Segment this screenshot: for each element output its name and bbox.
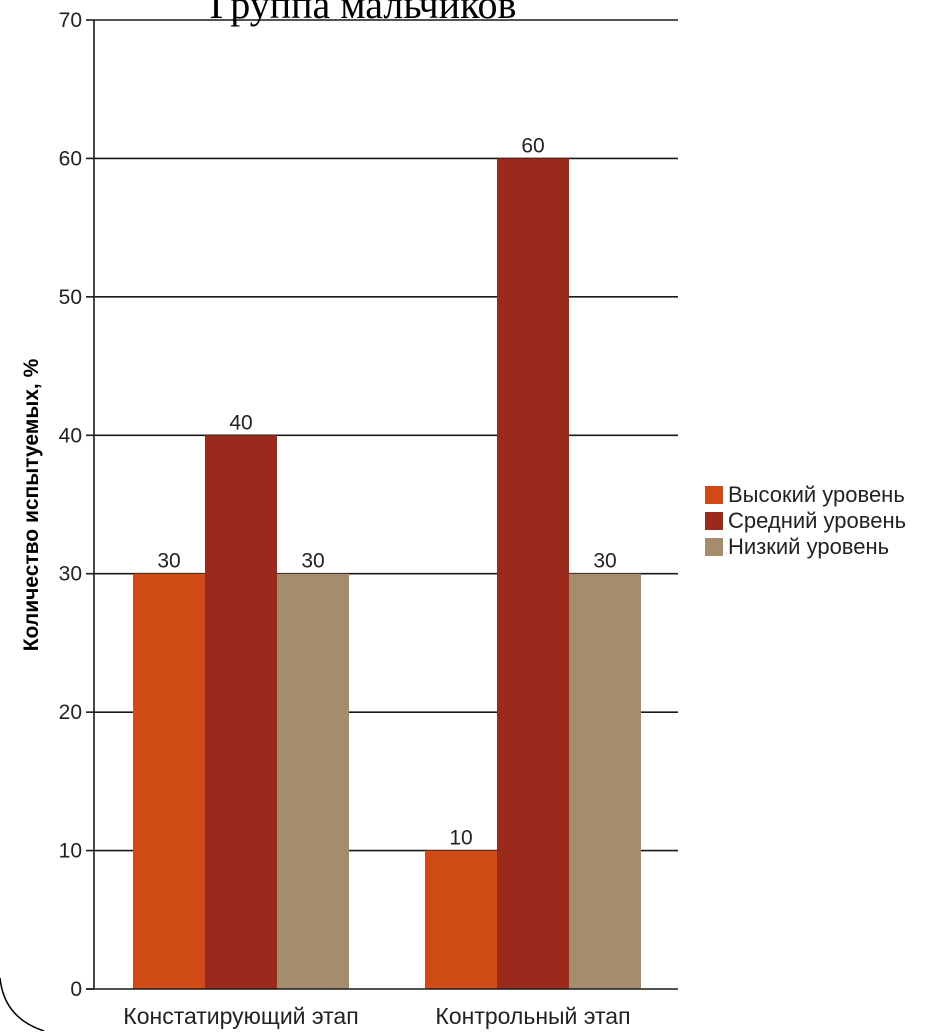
legend-swatch xyxy=(705,538,723,556)
bar xyxy=(205,435,277,989)
data-label: 40 xyxy=(229,411,252,434)
bar xyxy=(425,850,497,989)
labels: 0 10 20 30 40 50 60 70 30 40 30 Констатирующий этап… xyxy=(59,9,631,1029)
data-label: 30 xyxy=(593,550,616,573)
x-tick-label: Констатирующий этап xyxy=(123,1003,358,1029)
bar xyxy=(277,573,349,989)
y-tick-label: 10 xyxy=(59,840,82,863)
y-tick-label: 20 xyxy=(59,701,82,724)
x-tick-label: Контрольный этап xyxy=(435,1003,630,1029)
y-axis-title: Количество испытуемых, % xyxy=(20,358,43,651)
chart-title: Группа мальчиков xyxy=(210,0,517,27)
data-label: 30 xyxy=(301,550,324,573)
axes xyxy=(86,19,678,990)
data-label: 60 xyxy=(521,134,544,157)
y-tick-label: 60 xyxy=(59,147,82,170)
legend-swatch xyxy=(705,486,723,504)
bar xyxy=(133,573,205,989)
y-tick-label: 40 xyxy=(59,424,82,447)
legend-label: Низкий уровень xyxy=(728,534,889,559)
bar xyxy=(569,573,641,989)
legend-label: Высокий уровень xyxy=(728,482,905,507)
legend-label: Средний уровень xyxy=(728,508,906,533)
y-tick-label: 70 xyxy=(59,9,82,32)
data-label: 10 xyxy=(449,827,472,850)
data-label: 30 xyxy=(157,550,180,573)
bar xyxy=(497,158,569,989)
legend-swatch xyxy=(705,512,723,530)
y-tick-label: 50 xyxy=(59,286,82,309)
bars xyxy=(133,158,641,989)
y-tick-label: 0 xyxy=(70,978,82,1001)
decorative-arc xyxy=(0,977,45,1032)
y-tick-label: 30 xyxy=(59,563,82,586)
